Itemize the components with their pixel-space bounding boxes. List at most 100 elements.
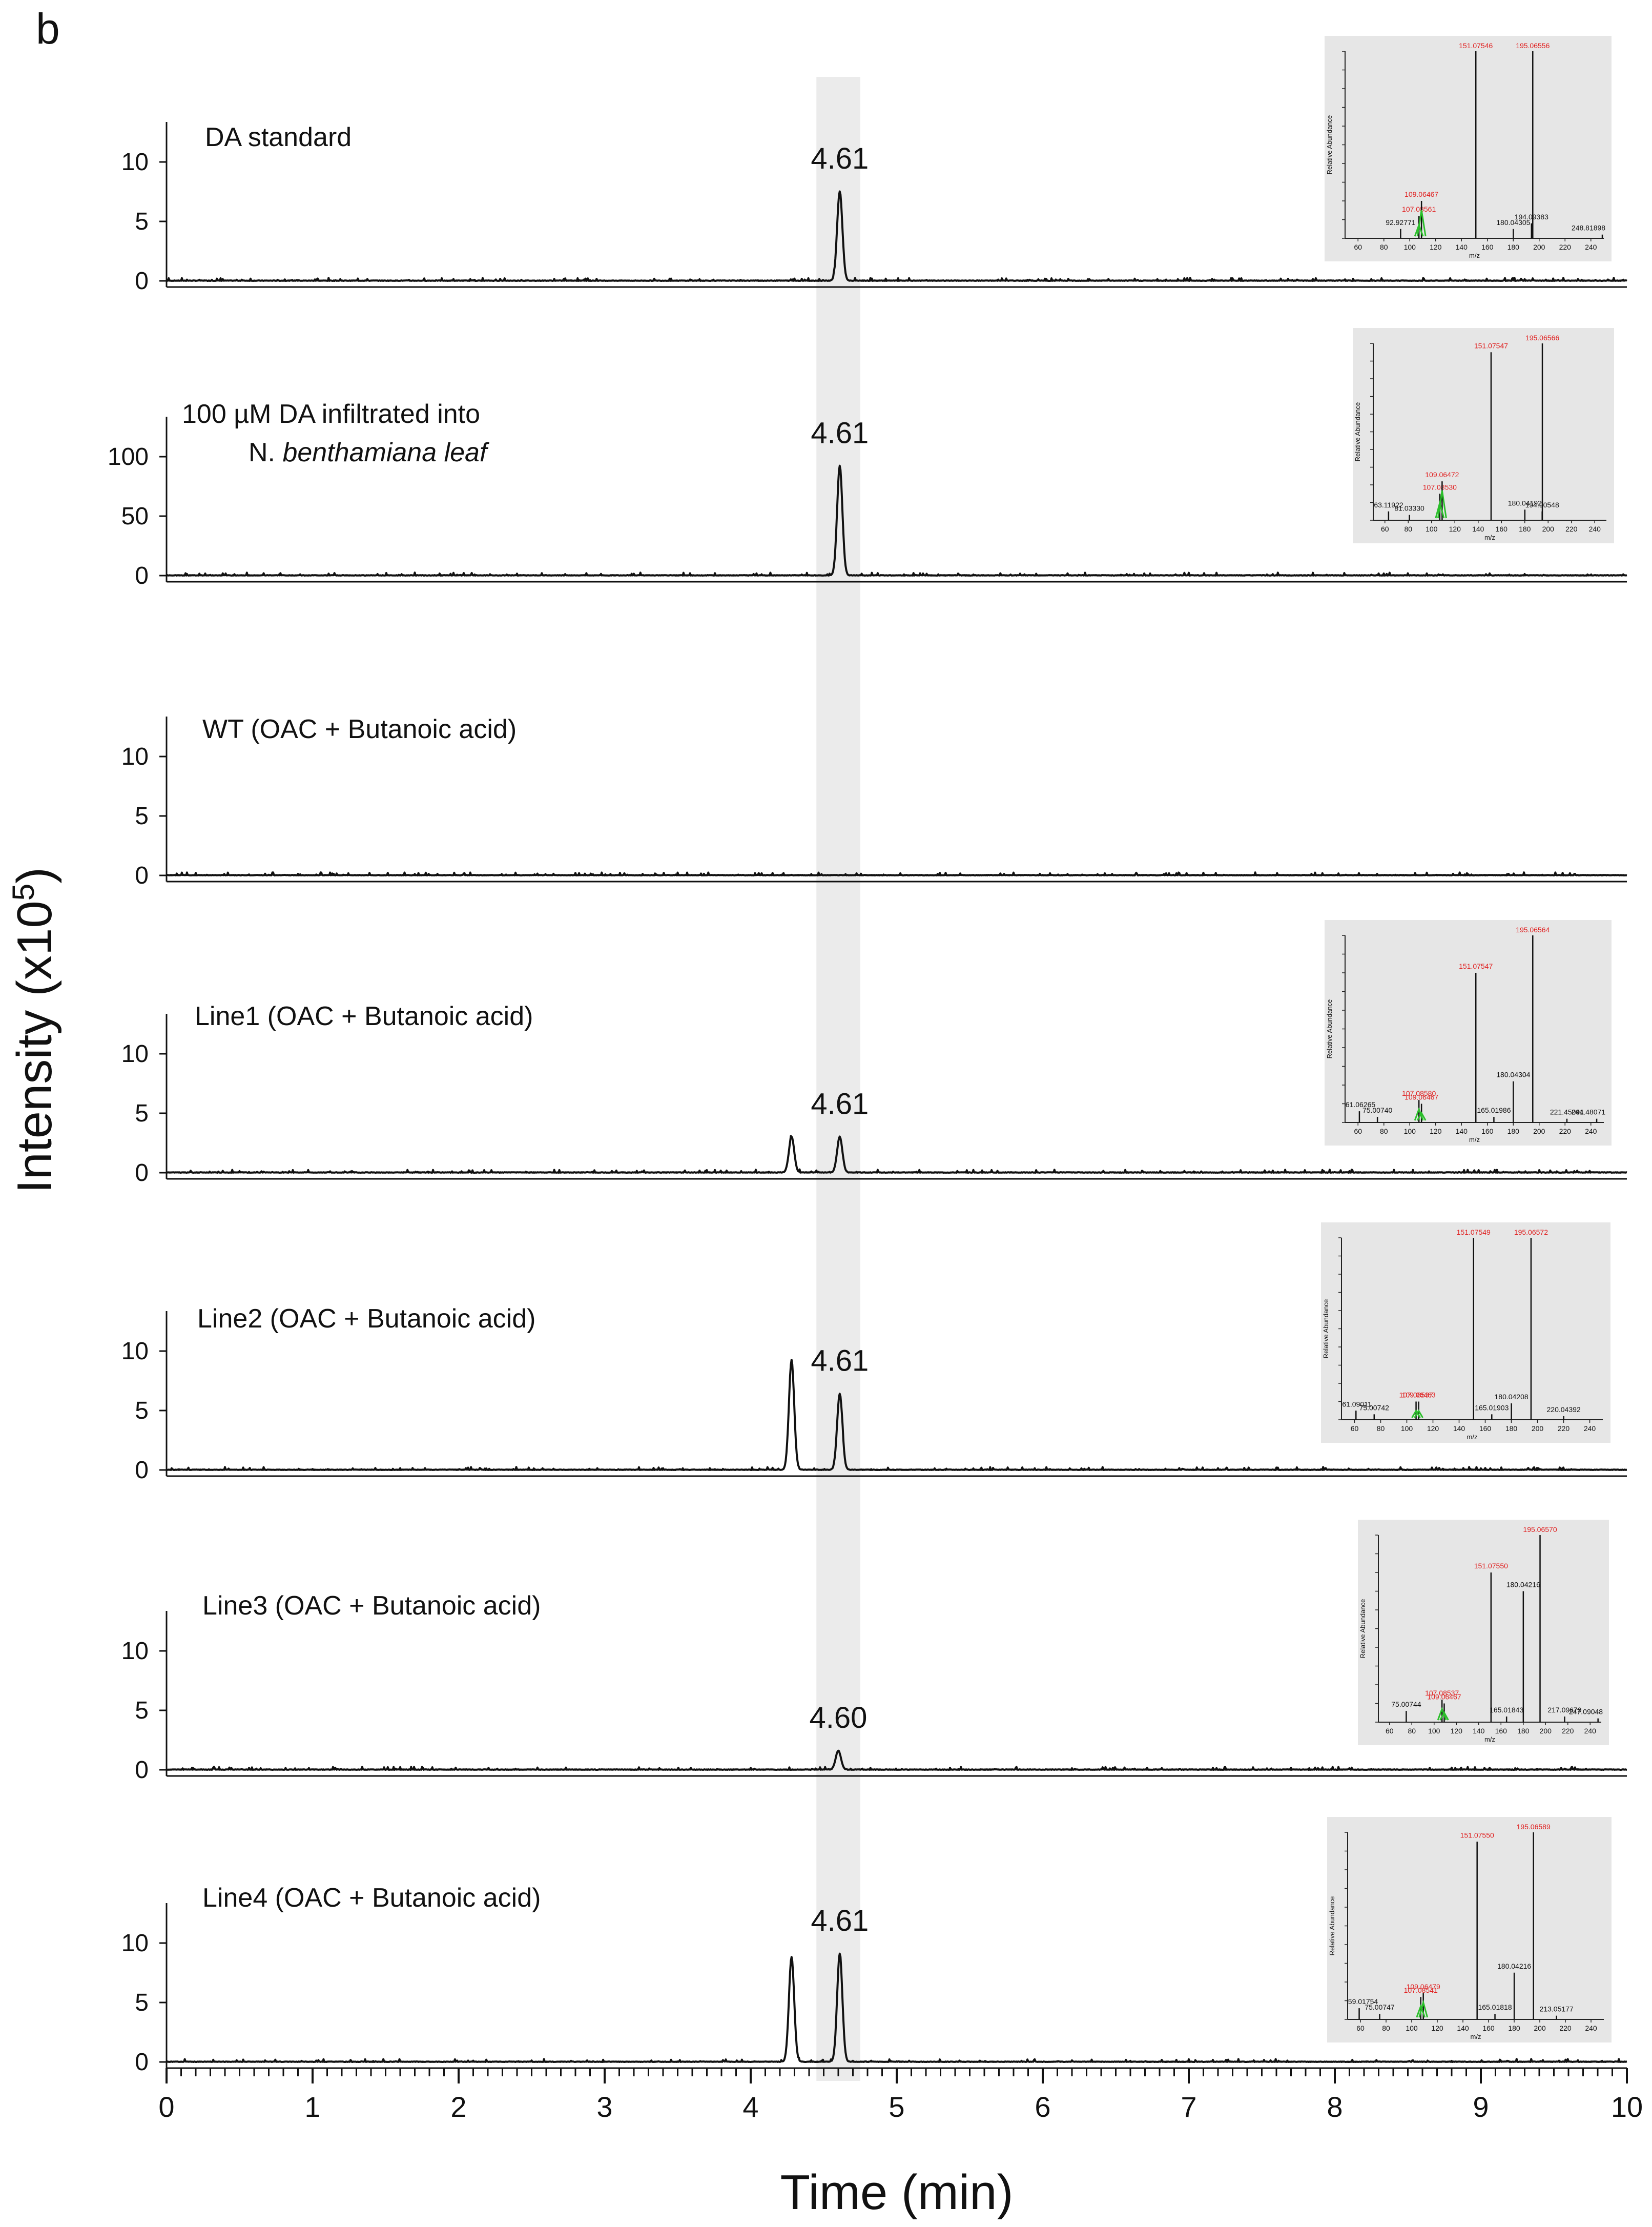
- inset-peak-label: 151.07550: [1460, 1831, 1494, 1839]
- panel-letter: b: [36, 5, 60, 53]
- panel-2: 0 50 100 4.61 100 µM DA infiltrated into N. b…: [108, 328, 1627, 589]
- inset-x-tick-label: 200: [1534, 2024, 1546, 2032]
- y-tick-label: 10: [121, 1638, 149, 1665]
- inset-x-tick-label: 240: [1589, 525, 1601, 533]
- inset-peak-label: 75.00742: [1359, 1403, 1390, 1412]
- chromatogram-trace: [166, 190, 1627, 282]
- y-tick-label: 0: [135, 268, 149, 295]
- y-tick-label: 5: [135, 1397, 149, 1424]
- sample-label-prefix: N.: [249, 438, 282, 467]
- inset-x-tick-label: 180: [1519, 525, 1531, 533]
- chromatogram-trace: [166, 1135, 1627, 1174]
- inset-x-tick-label: 60: [1354, 1127, 1362, 1135]
- inset-peak-label: 107.08561: [1402, 205, 1436, 213]
- x-tick-label: 7: [1181, 2091, 1196, 2123]
- inset-peak-label: 195.06564: [1516, 926, 1550, 934]
- inset-x-tick-label: 60: [1381, 525, 1389, 533]
- inset-peak-label: 109.06479: [1407, 1983, 1440, 1991]
- inset-peak-label: 180.04192: [1508, 499, 1542, 507]
- x-tick-label: 1: [304, 2091, 320, 2123]
- inset-peak-label: 165.01986: [1477, 1106, 1511, 1114]
- inset-x-tick-label: 160: [1481, 243, 1494, 251]
- inset-background: [1321, 1222, 1610, 1443]
- inset-x-tick-label: 160: [1479, 1424, 1492, 1433]
- inset-x-tick-label: 120: [1427, 1424, 1439, 1433]
- inset-annotation-mark: [1437, 490, 1447, 519]
- inset-peak-label: 221.45091: [1550, 1108, 1584, 1116]
- inset-x-tick-label: 140: [1453, 1424, 1465, 1433]
- peak-label: 4.61: [811, 1344, 869, 1378]
- y-tick-label: 5: [135, 1697, 149, 1724]
- inset-peak-label: 107.08541: [1404, 1986, 1438, 1994]
- inset-peak-label: 244.48071: [1572, 1108, 1605, 1116]
- ms-spectrum-inset: 60 80 100 120 140 160 180 200 220 240 m/z Relative …: [1325, 920, 1612, 1146]
- inset-background: [1325, 36, 1612, 261]
- inset-peak-label: 165.01843: [1490, 1706, 1523, 1714]
- inset-x-tick-label: 140: [1472, 525, 1484, 533]
- inset-annotation-mark: [1416, 2004, 1426, 2018]
- inset-x-tick-label: 200: [1533, 1127, 1545, 1135]
- inset-x-label: m/z: [1484, 1735, 1495, 1743]
- inset-x-tick-label: 100: [1401, 1424, 1413, 1433]
- inset-x-tick-label: 120: [1449, 525, 1461, 533]
- y-tick-label: 0: [135, 562, 149, 589]
- inset-peak-label: 61.09011: [1342, 1400, 1372, 1408]
- inset-background: [1358, 1520, 1609, 1745]
- inset-x-tick-label: 220: [1559, 243, 1572, 251]
- inset-peak-label: 109.06467: [1427, 1693, 1461, 1701]
- y-tick-label: 10: [121, 1338, 149, 1365]
- sample-label: WT (OAC + Butanoic acid): [202, 714, 517, 744]
- sample-label: Line3 (OAC + Butanoic acid): [202, 1591, 541, 1621]
- inset-peak-label: 248.81898: [1572, 224, 1605, 232]
- peak-label: 4.61: [811, 417, 869, 450]
- y-tick-label: 0: [135, 1159, 149, 1187]
- y-tick-label: 100: [108, 443, 149, 471]
- inset-x-tick-label: 120: [1451, 1727, 1463, 1735]
- x-tick-label: 6: [1035, 2091, 1050, 2123]
- y-tick-label: 0: [135, 1457, 149, 1484]
- inset-peak-label: 165.01818: [1478, 2003, 1512, 2011]
- y-tick-label: 5: [135, 1989, 149, 2016]
- inset-x-tick-label: 100: [1426, 525, 1438, 533]
- x-tick-label: 10: [1611, 2091, 1643, 2123]
- inset-peak-label: 75.00740: [1362, 1106, 1393, 1114]
- inset-peak-label: 180.04216: [1497, 1962, 1531, 1970]
- inset-annotation-mark: [1439, 1711, 1449, 1721]
- inset-peak-label: 107.08537: [1425, 1689, 1459, 1697]
- inset-x-tick-label: 80: [1380, 243, 1388, 251]
- y-axis-title-close: ): [7, 867, 62, 884]
- sample-label: Line1 (OAC + Butanoic acid): [195, 1002, 533, 1031]
- inset-peak-label: 151.07550: [1474, 1562, 1508, 1570]
- inset-x-tick-label: 180: [1517, 1727, 1530, 1735]
- inset-peak-label: 165.01903: [1475, 1403, 1509, 1412]
- y-axis-title-sup: 5: [6, 884, 40, 901]
- inset-x-label: m/z: [1469, 1136, 1480, 1143]
- inset-y-label: Relative Abundance: [1354, 402, 1361, 462]
- y-tick-label: 10: [121, 1930, 149, 1957]
- sample-label: Line4 (OAC + Butanoic acid): [202, 1883, 541, 1913]
- inset-x-tick-label: 200: [1540, 1727, 1552, 1735]
- inset-x-tick-label: 80: [1377, 1424, 1385, 1433]
- inset-x-tick-label: 80: [1380, 1127, 1388, 1135]
- y-tick-label: 0: [135, 1756, 149, 1784]
- inset-background: [1353, 328, 1614, 543]
- inset-x-tick-label: 220: [1565, 525, 1578, 533]
- ms-spectrum-inset: 60 80 100 120 140 160 180 200 220 240 m/z Relative …: [1358, 1520, 1609, 1745]
- panel-6: 0 5 10 4.60 Line3 (OAC + Butanoic acid) 60 80 1…: [121, 1520, 1627, 1784]
- x-axis-title: Time (min): [780, 2165, 1013, 2220]
- inset-x-tick-label: 140: [1456, 243, 1468, 251]
- inset-x-tick-label: 100: [1404, 1127, 1416, 1135]
- inset-x-tick-label: 200: [1533, 243, 1545, 251]
- inset-x-tick-label: 240: [1585, 1127, 1597, 1135]
- inset-peak-label: 180.04208: [1495, 1393, 1529, 1401]
- chromatogram-trace: [166, 1749, 1627, 1771]
- inset-x-tick-label: 180: [1508, 2024, 1520, 2032]
- inset-peak-label: 59.01754: [1348, 1997, 1378, 2006]
- inset-x-tick-label: 200: [1532, 1424, 1544, 1433]
- inset-peak-label: 195.06566: [1525, 334, 1559, 342]
- sample-label: Line2 (OAC + Butanoic acid): [197, 1304, 535, 1334]
- inset-background: [1325, 920, 1612, 1146]
- chromatogram-trace: [166, 871, 1627, 876]
- inset-peak-label: 109.06467: [1405, 1093, 1438, 1101]
